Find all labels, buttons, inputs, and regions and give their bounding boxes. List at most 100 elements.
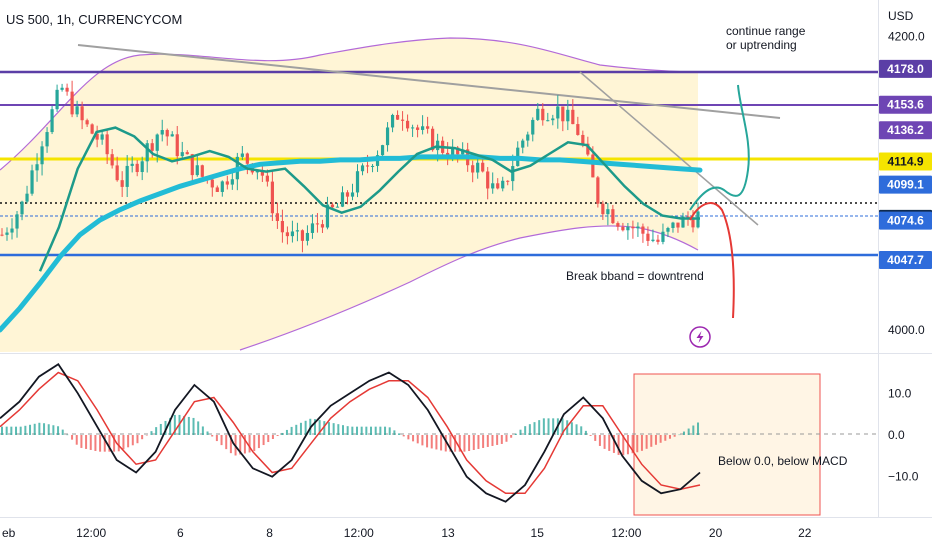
candle-body — [661, 231, 665, 242]
candle-body — [175, 134, 179, 157]
candle-body — [230, 179, 234, 185]
macd-hist-bar — [692, 425, 695, 435]
candle-body — [220, 181, 224, 192]
macd-hist-bar — [500, 435, 503, 444]
macd-hist-bar — [159, 423, 162, 435]
time-tick-label: 12:00 — [76, 526, 106, 540]
candle-body — [646, 233, 650, 241]
price-badge-label: 4074.6 — [887, 214, 924, 228]
macd-pane[interactable] — [0, 362, 878, 516]
candle-body — [546, 120, 550, 122]
macd-hist-bar — [374, 426, 377, 435]
candle-body — [290, 231, 295, 237]
candle-body — [105, 134, 109, 155]
candle-body — [215, 187, 219, 192]
candle-body — [476, 162, 480, 173]
candle-body — [400, 119, 405, 121]
price-badge[interactable]: 4178.0 — [879, 59, 932, 78]
macd-hist-bar — [206, 431, 209, 435]
macd-hist-bar — [215, 435, 218, 442]
macd-hist-bar — [552, 418, 555, 435]
symbol-title[interactable]: US 500, 1h, CURRENCYCOM — [6, 12, 182, 27]
candle-body — [190, 154, 194, 176]
candle-body — [155, 134, 159, 151]
macd-hist-bar — [510, 435, 513, 438]
candle-body — [426, 126, 430, 129]
macd-hist-bar — [640, 435, 643, 451]
macd-hist-bar — [131, 435, 134, 446]
candle-body — [616, 223, 620, 227]
candle-body — [506, 180, 510, 182]
macd-hist-bar — [318, 420, 321, 435]
candle-body — [280, 220, 285, 233]
candle-body — [315, 223, 320, 225]
macd-hist-bar — [636, 435, 639, 453]
macd-hist-bar — [384, 426, 387, 435]
candle-body — [410, 127, 415, 129]
macd-hist-bar — [38, 422, 41, 435]
projection-downtrend — [689, 202, 735, 319]
candle-body — [566, 109, 570, 122]
price-badge[interactable]: 4074.6 — [879, 211, 932, 230]
time-tick-label: 20 — [709, 526, 723, 540]
macd-hist-bar — [430, 435, 433, 449]
macd-hist-bar — [262, 435, 265, 446]
candle-body — [481, 162, 485, 172]
macd-hist-bar — [304, 420, 307, 435]
macd-hist-bar — [351, 426, 354, 435]
macd-hist-bar — [598, 435, 601, 446]
trendline-descending-resistance[interactable] — [77, 44, 781, 119]
candle-body — [536, 108, 540, 120]
candle-body — [596, 177, 600, 204]
macd-hist-bar — [486, 435, 489, 447]
macd-hist-bar — [290, 426, 293, 435]
candle-body — [350, 192, 355, 197]
candle-body — [180, 152, 184, 157]
candle-body — [75, 106, 79, 115]
candle-body — [636, 226, 640, 229]
candle-body — [641, 226, 645, 234]
candle-body — [80, 106, 84, 121]
candle-body — [110, 154, 114, 166]
macd-hist-bar — [155, 427, 158, 435]
macd-hist-bar — [664, 435, 667, 441]
macd-hist-bar — [589, 435, 592, 436]
price-badge[interactable]: 4153.6 — [879, 95, 932, 114]
macd-hist-bar — [673, 435, 676, 437]
macd-hist-bar — [276, 435, 279, 436]
macd-hist-bar — [122, 435, 125, 450]
candle-body — [591, 154, 595, 178]
trendline-steep-descending[interactable] — [579, 71, 759, 226]
candle-body — [621, 226, 625, 231]
projection-uptrend — [689, 84, 750, 211]
lightning-icon[interactable] — [689, 326, 711, 348]
macd-hist-bar — [393, 430, 396, 435]
macd-hist-bar — [444, 435, 447, 452]
macd-hist-bar — [295, 424, 298, 435]
price-badge[interactable]: 4047.7 — [879, 251, 932, 270]
price-badge[interactable]: 4136.2 — [879, 121, 932, 140]
macd-hist-bar — [622, 435, 625, 456]
macd-axis-ticks: 10.0 0.0 −10.0 — [888, 386, 919, 483]
macd-hist-bar — [482, 435, 485, 448]
candle-body — [320, 224, 325, 228]
macd-hist-bar — [313, 419, 316, 435]
price-badge-label: 4047.7 — [887, 253, 924, 267]
candle-body — [526, 134, 530, 141]
macd-hist-bar — [127, 435, 130, 448]
macd-hist-bar — [360, 426, 363, 435]
candle-body — [255, 170, 259, 173]
macd-hist-bar — [341, 425, 344, 435]
price-pane[interactable] — [0, 37, 878, 352]
macd-hist-bar — [645, 435, 648, 449]
macd-hist-bar — [594, 435, 597, 441]
price-badge[interactable]: 4114.9 — [879, 152, 932, 171]
macd-hist-bar — [285, 429, 288, 435]
price-badge[interactable]: 4099.1 — [879, 175, 932, 194]
macd-hist-bar — [542, 418, 545, 435]
candle-body — [380, 145, 385, 156]
candle-body — [531, 119, 535, 135]
price-badge-label: 4178.0 — [887, 62, 924, 76]
